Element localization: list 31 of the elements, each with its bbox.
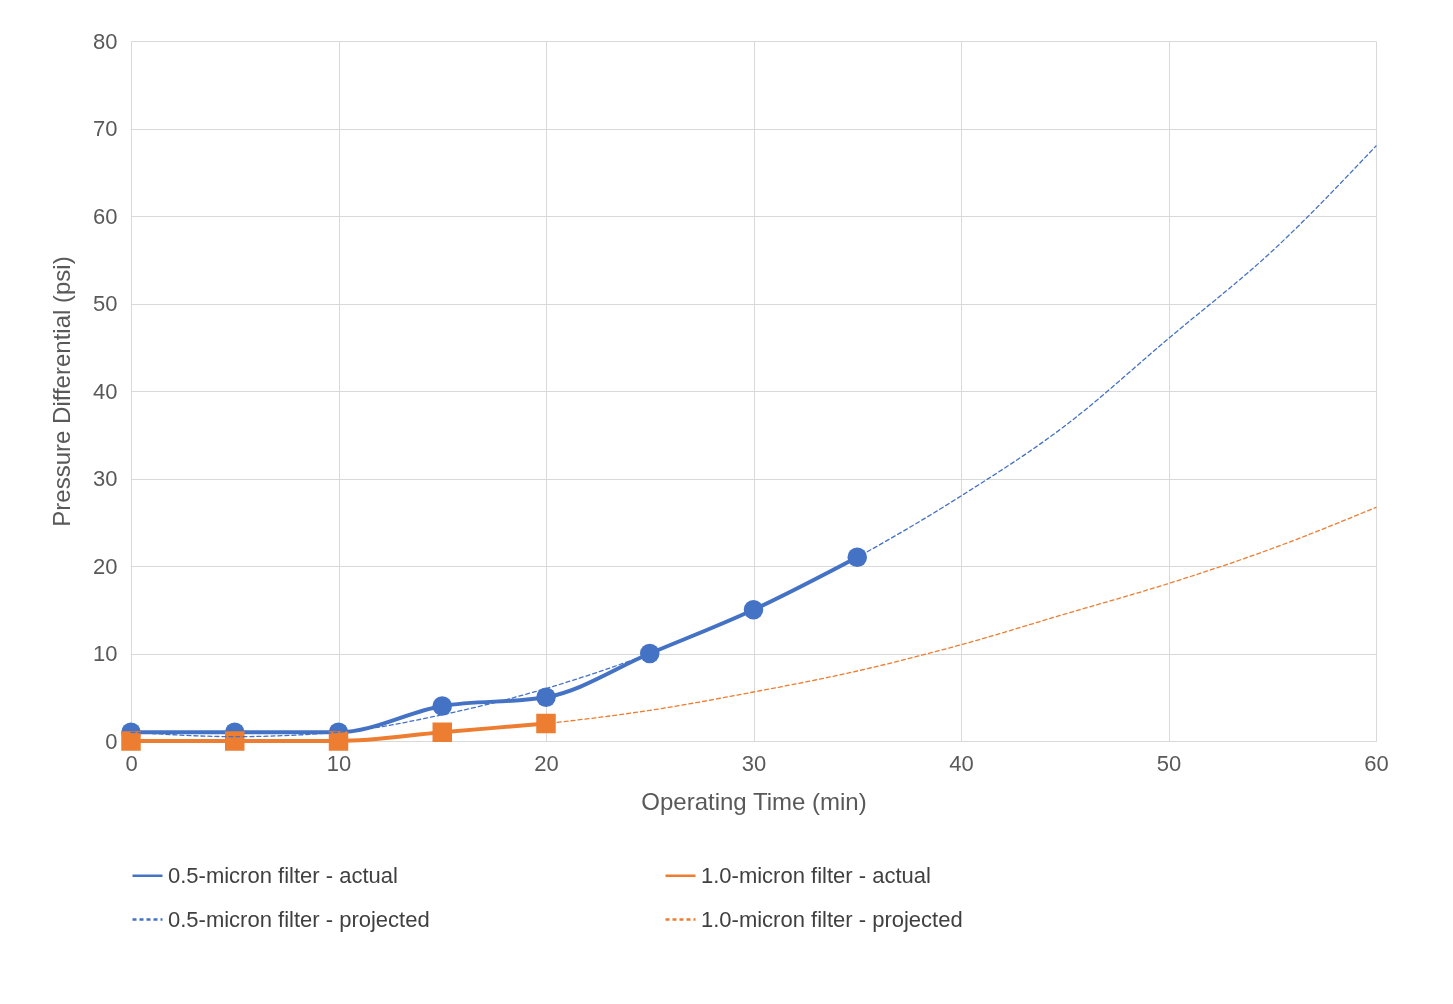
legend-label: 0.5-micron filter - projected [168, 906, 430, 932]
y-axis-title: Pressure Differential (psi) [48, 256, 76, 527]
point [225, 731, 245, 751]
x-tick-label: 30 [741, 750, 767, 776]
y-tick-label: 80 [93, 28, 118, 54]
point [743, 600, 764, 620]
x-tick-label: 0 [125, 750, 138, 776]
point [536, 713, 556, 734]
y-tick-label: 30 [93, 466, 118, 491]
y-tick-label: 50 [93, 291, 118, 316]
legend-label: 1.0-micron filter - actual [701, 862, 931, 888]
x-tick-label: 40 [949, 750, 974, 776]
x-tick-label: 50 [1156, 750, 1182, 776]
x-tick-label: 60 [1364, 750, 1389, 776]
x-tick-label: 20 [534, 750, 559, 776]
legend-label: 1.0-micron filter - projected [701, 906, 963, 932]
x-axis-title: Operating Time (min) [641, 787, 867, 815]
y-tick-label: 70 [93, 116, 118, 141]
y-tick-label: 20 [93, 553, 118, 579]
y-tick-label: 10 [93, 641, 118, 666]
point [121, 731, 141, 751]
legend-label: 0.5-micron filter - actual [168, 862, 398, 888]
y-tick-label: 40 [93, 378, 118, 404]
point [847, 547, 867, 567]
y-tick-label: 0 [105, 728, 118, 754]
point [640, 643, 660, 664]
point [432, 722, 452, 742]
y-tick-label: 60 [93, 203, 118, 229]
point [432, 696, 452, 716]
point [536, 687, 556, 707]
x-tick-label: 10 [326, 750, 352, 776]
